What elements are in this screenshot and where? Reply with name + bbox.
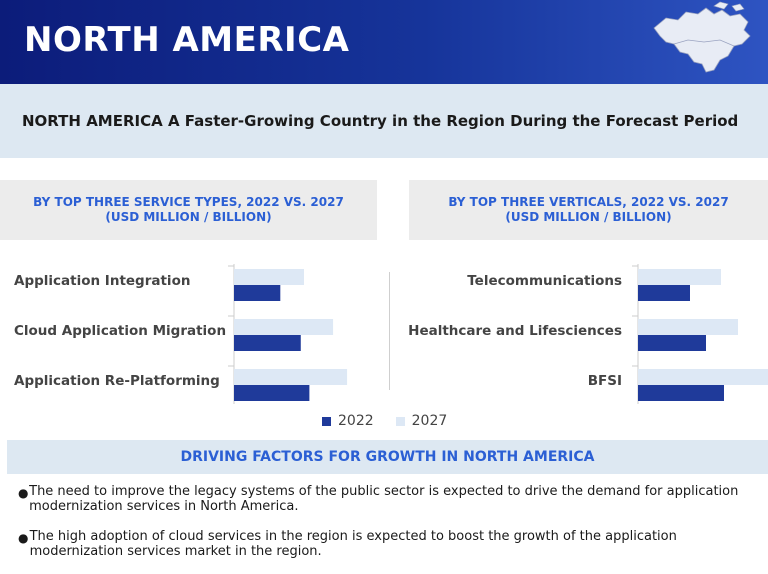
- page-title: NORTH AMERICA: [24, 20, 350, 60]
- bar-2022: [234, 335, 301, 351]
- bar-2022: [234, 285, 281, 301]
- bar-2022: [234, 385, 310, 401]
- bar-2022: [638, 385, 724, 401]
- driver-bullet: ● The need to improve the legacy systems…: [18, 484, 758, 514]
- driver-text: The need to improve the legacy systems o…: [29, 484, 739, 514]
- legend-swatch-2022: [322, 416, 331, 426]
- right-category-label: BFSI: [587, 373, 622, 389]
- left-bar-chart: [228, 264, 348, 404]
- legend-item-2022: 2022: [322, 413, 374, 429]
- bar-2027: [638, 269, 721, 285]
- bar-2022: [638, 335, 706, 351]
- bar-2027: [638, 369, 768, 385]
- bar-2027: [234, 319, 334, 335]
- bar-2022: [638, 285, 690, 301]
- right-chart-header: BY TOP THREE VERTICALS, 2022 VS. 2027 (U…: [409, 180, 768, 240]
- bar-2027: [234, 269, 304, 285]
- subtitle: NORTH AMERICA A Faster-Growing Country i…: [22, 112, 739, 130]
- left-category-label: Cloud Application Migration: [14, 323, 227, 339]
- right-category-label: Healthcare and Lifesciences: [408, 323, 622, 339]
- header-banner: NORTH AMERICA: [0, 0, 768, 84]
- driver-text: The high adoption of cloud services in t…: [29, 529, 677, 559]
- legend-label: 2022: [338, 413, 374, 429]
- left-category-label: Application Integration: [14, 273, 191, 289]
- legend: 2022 2027: [322, 413, 461, 429]
- bullet-dot-icon: ●: [18, 486, 29, 500]
- driver-bullet: ● The high adoption of cloud services in…: [18, 529, 758, 559]
- right-chart-title: BY TOP THREE VERTICALS, 2022 VS. 2027 (U…: [448, 195, 729, 224]
- north-america-map-icon: [653, 1, 751, 73]
- drivers-title: DRIVING FACTORS FOR GROWTH IN NORTH AMER…: [180, 449, 595, 465]
- bar-2027: [638, 319, 738, 335]
- left-chart-header: BY TOP THREE SERVICE TYPES, 2022 VS. 202…: [0, 180, 377, 240]
- left-chart-title: BY TOP THREE SERVICE TYPES, 2022 VS. 202…: [33, 195, 344, 224]
- left-category-label: Application Re-Platforming: [14, 373, 220, 389]
- drivers-header: DRIVING FACTORS FOR GROWTH IN NORTH AMER…: [7, 440, 768, 474]
- subtitle-band: [0, 84, 768, 158]
- right-category-label: Telecommunications: [467, 273, 622, 289]
- right-bar-chart: [632, 264, 768, 404]
- chart-divider: [389, 272, 390, 390]
- bullet-dot-icon: ●: [18, 531, 29, 545]
- legend-swatch-2027: [395, 416, 405, 426]
- bar-2027: [234, 369, 348, 385]
- legend-label: 2027: [411, 413, 448, 429]
- legend-item-2027: 2027: [395, 413, 448, 429]
